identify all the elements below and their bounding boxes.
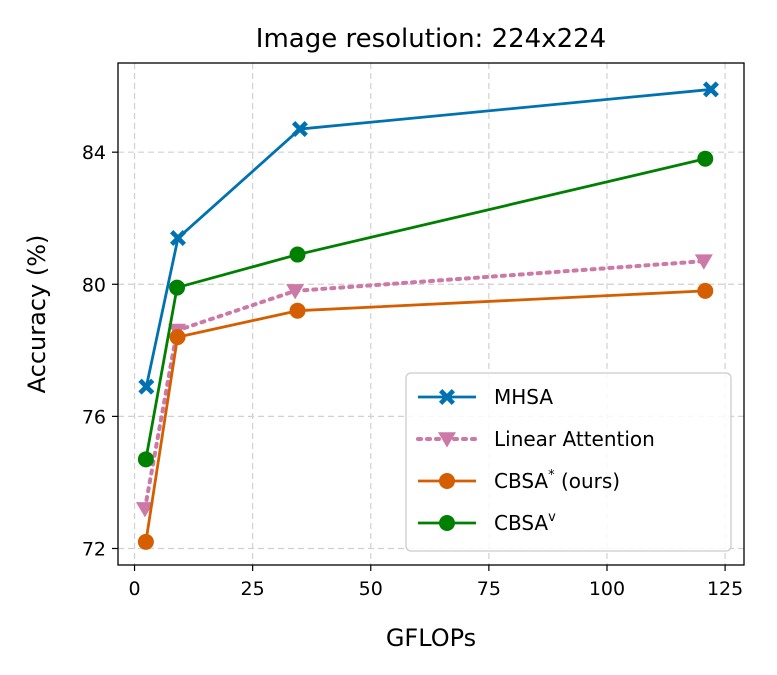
legend-label: CBSA* (ours) bbox=[494, 468, 620, 493]
y-axis-label: Accuracy (%) bbox=[23, 235, 51, 394]
legend-marker bbox=[438, 432, 456, 448]
data-point bbox=[169, 279, 186, 296]
y-tick-label: 76 bbox=[82, 406, 106, 428]
x-axis-label: GFLOPs bbox=[386, 624, 476, 652]
plot-frame bbox=[117, 62, 745, 566]
x-tick-label: 25 bbox=[241, 578, 265, 600]
legend-box bbox=[405, 372, 732, 552]
x-tick-label: 75 bbox=[477, 578, 501, 600]
legend-marker bbox=[439, 389, 455, 405]
plot-area bbox=[135, 81, 719, 550]
series-line bbox=[144, 157, 706, 460]
data-point bbox=[138, 378, 155, 395]
data-point bbox=[137, 533, 154, 550]
x-tick-label: 125 bbox=[707, 578, 743, 600]
data-point bbox=[702, 81, 719, 98]
legend-marker bbox=[439, 473, 455, 489]
x-tick-label: 100 bbox=[589, 578, 625, 600]
data-point bbox=[697, 150, 714, 167]
chart-title: Image resolution: 224x224 bbox=[256, 24, 606, 54]
axis-ticks: 0 25 50 75 100 125 72 76 80 84 bbox=[82, 142, 743, 600]
legend-label: CBSAv bbox=[494, 510, 556, 535]
legend-label: MHSA bbox=[494, 385, 553, 409]
data-point bbox=[697, 282, 714, 299]
y-tick-label: 80 bbox=[82, 274, 106, 296]
data-point bbox=[289, 302, 306, 319]
series-line bbox=[144, 289, 706, 543]
x-tick-label: 0 bbox=[128, 578, 140, 600]
data-point bbox=[291, 121, 308, 138]
series-line bbox=[142, 259, 706, 511]
y-tick-label: 72 bbox=[82, 538, 106, 560]
data-point bbox=[137, 451, 154, 468]
data-point bbox=[289, 246, 306, 263]
legend-label: Linear Attention bbox=[494, 427, 655, 451]
legend-marker bbox=[439, 515, 455, 531]
data-point bbox=[170, 230, 187, 247]
y-tick-label: 84 bbox=[82, 142, 106, 164]
data-point bbox=[286, 284, 305, 300]
series-line bbox=[144, 88, 712, 387]
data-point bbox=[135, 502, 154, 518]
data-point bbox=[169, 329, 186, 346]
x-tick-label: 50 bbox=[359, 578, 383, 600]
legend: MHSA Linear Attention CBSA* (ours) CBSAv bbox=[405, 372, 732, 552]
data-point bbox=[694, 254, 713, 270]
